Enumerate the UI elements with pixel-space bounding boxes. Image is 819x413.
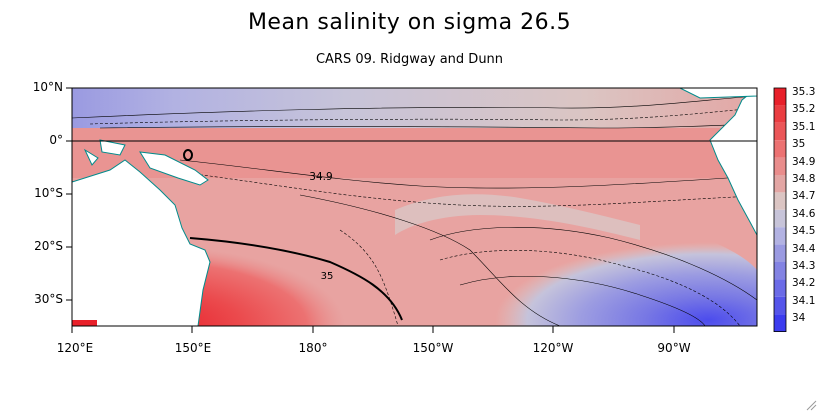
- colorbar-label: 34.5: [792, 225, 816, 238]
- colorbar-swatch: [774, 122, 786, 141]
- colorbar-label: 34.8: [792, 173, 816, 185]
- map-subtitle: CARS 09. Ridgway and Dunn: [315, 52, 504, 67]
- colorbar-label: 35.3: [792, 86, 816, 98]
- resize-grip-icon[interactable]: [803, 397, 817, 411]
- colorbar-label: 34.9: [792, 155, 816, 168]
- colorbar-label: 34.1: [792, 294, 816, 307]
- colorbar-swatch: [774, 192, 786, 210]
- colorbar-label: 34.3: [792, 260, 816, 272]
- colorbar-label: 34.6: [792, 207, 816, 220]
- salinity-field: [72, 88, 757, 326]
- colorbar-swatch: [774, 157, 786, 175]
- colorbar-swatch: [774, 105, 786, 123]
- colorbar-swatch: [774, 88, 786, 106]
- lon-label-120w: 120°W: [532, 341, 574, 355]
- lat-label-10s: 10°S: [34, 186, 63, 200]
- colorbar-swatch: [774, 244, 786, 262]
- colorbar-label: 34.2: [792, 277, 816, 290]
- colorbar-frame: [773, 87, 787, 333]
- colorbar-label: 35.1: [792, 120, 816, 133]
- colorbar-label: 34.4: [792, 242, 816, 255]
- lon-label-90w: 90°W: [657, 341, 691, 355]
- lat-label-30s: 30°S: [34, 292, 63, 306]
- contour-label-35: 35: [321, 271, 334, 282]
- colorbar-swatch: [774, 279, 786, 297]
- contour-label-349: 34.9: [309, 171, 332, 183]
- lon-label-150w: 150°W: [412, 341, 454, 355]
- colorbar-label: 35: [792, 138, 806, 151]
- colorbar: [773, 87, 787, 333]
- colorbar-label: 34: [792, 312, 806, 325]
- axis-ticks: [66, 87, 675, 333]
- colorbar-swatch: [774, 209, 786, 228]
- plot-frame: [71, 87, 758, 327]
- colorbar-label: 34.7: [792, 190, 816, 203]
- lon-label-120e: 120°E: [56, 341, 94, 355]
- colorbar-swatch: [774, 296, 786, 315]
- colorbar-label: 35.2: [792, 103, 816, 116]
- colorbar-swatch: [774, 262, 786, 280]
- lat-label-10n: 10°N: [32, 80, 63, 94]
- lat-label-0: 0°: [49, 133, 63, 147]
- lat-label-20s: 20°S: [34, 239, 63, 253]
- colorbar-swatch: [774, 314, 786, 332]
- lon-label-180: 180°: [298, 341, 328, 355]
- colorbar-swatch: [774, 140, 786, 158]
- map-title: Mean salinity on sigma 26.5: [247, 10, 572, 35]
- colorbar-swatch: [774, 175, 786, 193]
- lon-label-150e: 150°E: [174, 341, 212, 355]
- colorbar-swatch: [774, 227, 786, 245]
